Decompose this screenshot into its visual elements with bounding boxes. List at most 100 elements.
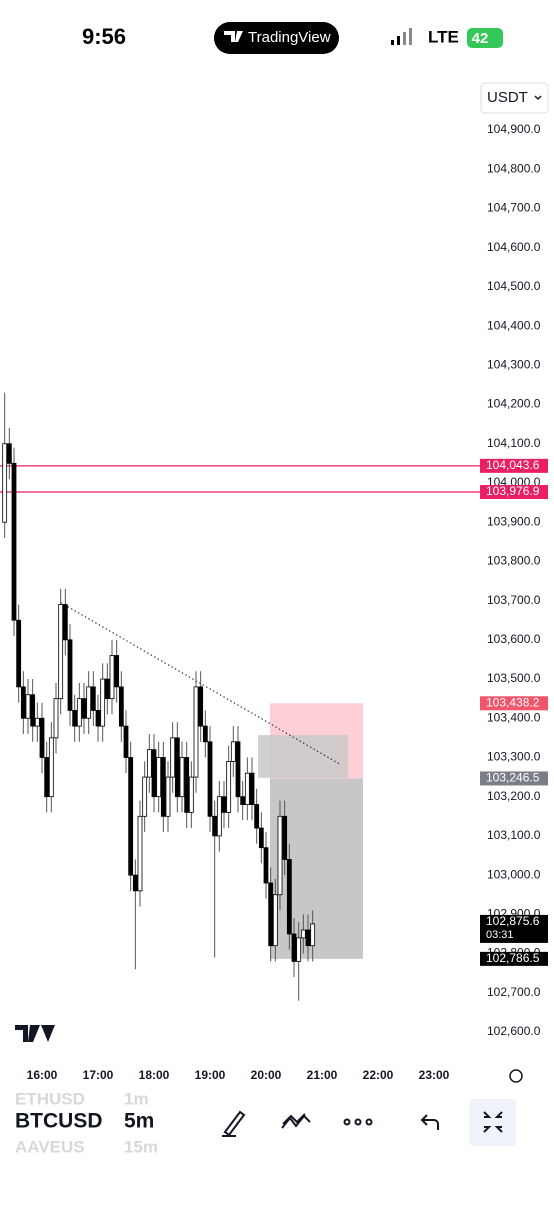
position-zone bbox=[257, 735, 349, 778]
price-tag bbox=[480, 485, 548, 500]
y-tick-label: 104,300.0 bbox=[487, 357, 541, 371]
currency[interactable]: USDT bbox=[487, 89, 528, 106]
candle-body bbox=[58, 604, 64, 700]
price-tag-label: 102,875.6 bbox=[486, 914, 540, 928]
candle-body bbox=[86, 686, 92, 719]
candle-body bbox=[62, 604, 68, 641]
candle-body bbox=[291, 933, 297, 962]
candle-body bbox=[128, 757, 134, 876]
price-tag bbox=[480, 771, 548, 786]
symbol[interactable]: ETHUSD bbox=[15, 1089, 85, 1108]
clock: 9:56 bbox=[82, 24, 126, 49]
price-tag-label: 103,976.9 bbox=[486, 484, 540, 498]
candle-body bbox=[296, 937, 302, 962]
undo-icon[interactable] bbox=[420, 1114, 439, 1130]
candle-body bbox=[81, 698, 87, 719]
candle-body bbox=[198, 686, 204, 727]
x-tick-label: 20:00 bbox=[251, 1068, 282, 1082]
fullscreen-button[interactable] bbox=[469, 1099, 516, 1146]
app-name: TradingView bbox=[248, 29, 331, 46]
candle-body bbox=[263, 847, 269, 884]
y-tick-label: 104,400.0 bbox=[487, 318, 541, 332]
candle-body bbox=[268, 882, 274, 947]
draw-icon[interactable] bbox=[222, 1110, 246, 1137]
candle-body bbox=[207, 741, 213, 817]
candle-body bbox=[184, 757, 190, 813]
interval[interactable]: 5m bbox=[124, 1110, 154, 1133]
y-tick-label: 103,700.0 bbox=[487, 593, 541, 607]
candle-body bbox=[240, 796, 246, 805]
candle-body bbox=[235, 741, 241, 798]
candle-body bbox=[258, 827, 264, 849]
candle-body bbox=[282, 815, 288, 860]
candle-body bbox=[221, 796, 227, 813]
candle-body bbox=[132, 874, 138, 892]
symbol[interactable]: AAVEUS bbox=[15, 1137, 85, 1156]
x-tick-label: 21:00 bbox=[307, 1068, 338, 1082]
candle-body bbox=[170, 737, 176, 778]
symbol[interactable]: BTCUSD bbox=[15, 1110, 103, 1133]
currency-select[interactable] bbox=[480, 82, 549, 114]
candle-body bbox=[104, 678, 110, 700]
signal bbox=[391, 28, 412, 45]
y-tick-label: 103,300.0 bbox=[487, 750, 541, 764]
price-tag bbox=[480, 458, 548, 473]
network: LTE bbox=[428, 27, 459, 46]
x-tick-label: 23:00 bbox=[419, 1068, 450, 1082]
y-tick-label: 104,200.0 bbox=[487, 397, 541, 411]
candle-body bbox=[100, 678, 106, 727]
interval[interactable]: 1m bbox=[124, 1089, 149, 1108]
y-tick-label: 104,100.0 bbox=[487, 436, 541, 450]
settings-icon[interactable] bbox=[509, 1069, 523, 1083]
candle-body bbox=[151, 749, 157, 798]
y-tick-label: 103,200.0 bbox=[487, 789, 541, 803]
candle-body bbox=[174, 737, 180, 798]
more-dot[interactable] bbox=[354, 1118, 362, 1126]
candle-body bbox=[216, 796, 222, 837]
y-tick-label: 103,600.0 bbox=[487, 632, 541, 646]
price-tag-label: 103,438.2 bbox=[486, 695, 540, 709]
candle-body bbox=[11, 462, 17, 621]
position-zone bbox=[269, 778, 363, 959]
y-tick-label: 103,000.0 bbox=[487, 867, 541, 881]
candle-body bbox=[2, 443, 8, 523]
candle-body bbox=[272, 894, 278, 947]
price-tag-label: 102,786.5 bbox=[486, 951, 540, 965]
candle-body bbox=[310, 923, 316, 947]
candle-body bbox=[53, 698, 59, 739]
candle-body bbox=[244, 772, 250, 805]
candle-body bbox=[165, 776, 171, 817]
price-tag bbox=[480, 914, 548, 943]
candle-body bbox=[188, 776, 194, 813]
candle-body bbox=[16, 619, 22, 688]
candle-body bbox=[44, 757, 50, 798]
y-tick-label: 103,800.0 bbox=[487, 554, 541, 568]
candle-body bbox=[249, 772, 255, 805]
candle-body bbox=[286, 859, 292, 935]
candle-body bbox=[277, 815, 283, 896]
candle-body bbox=[193, 686, 199, 778]
candle-body bbox=[30, 694, 36, 727]
candle-body bbox=[114, 655, 120, 688]
candle-body bbox=[156, 757, 162, 798]
y-tick-label: 104,700.0 bbox=[487, 201, 541, 215]
battery bbox=[467, 28, 503, 48]
candle-body bbox=[95, 710, 101, 727]
candle-body bbox=[123, 725, 129, 758]
more-dot[interactable] bbox=[365, 1118, 373, 1126]
price-tag-label: 103,246.5 bbox=[486, 771, 540, 785]
candle-body bbox=[254, 804, 260, 829]
price-tag bbox=[480, 696, 548, 711]
candle-body bbox=[48, 737, 54, 798]
candle-body bbox=[160, 757, 166, 817]
indicator-icon[interactable] bbox=[281, 1113, 311, 1129]
y-tick-label: 104,500.0 bbox=[487, 279, 541, 293]
price-tag bbox=[480, 951, 548, 966]
candle-body bbox=[90, 686, 96, 711]
interval[interactable]: 15m bbox=[124, 1137, 158, 1156]
countdown: 03:31 bbox=[486, 929, 514, 941]
more-dot[interactable] bbox=[343, 1118, 351, 1126]
y-tick-label: 103,400.0 bbox=[487, 710, 541, 724]
